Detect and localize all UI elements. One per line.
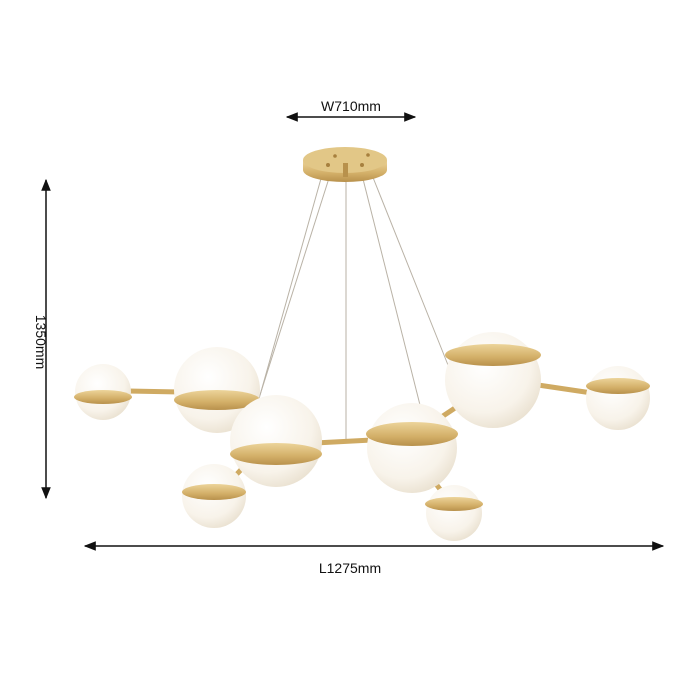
width-dimension: W710mm <box>285 98 417 122</box>
globe-center-right <box>366 403 458 493</box>
width-label: W710mm <box>321 98 381 114</box>
globe-large-right <box>445 332 541 428</box>
height-dimension: 1350mm <box>33 178 51 500</box>
globe-small-right <box>586 366 650 430</box>
globe-large-left <box>174 347 260 433</box>
ceiling-canopy <box>303 147 387 182</box>
globe-small-lower-right <box>425 485 483 541</box>
height-label: 1350mm <box>33 315 49 369</box>
length-label: L1275mm <box>319 560 381 576</box>
length-dimension: L1275mm <box>83 541 665 576</box>
chandelier <box>74 147 650 541</box>
globe-small-lower-left <box>182 464 246 528</box>
globe-small-left <box>74 364 132 420</box>
globe-center-left <box>230 395 322 487</box>
